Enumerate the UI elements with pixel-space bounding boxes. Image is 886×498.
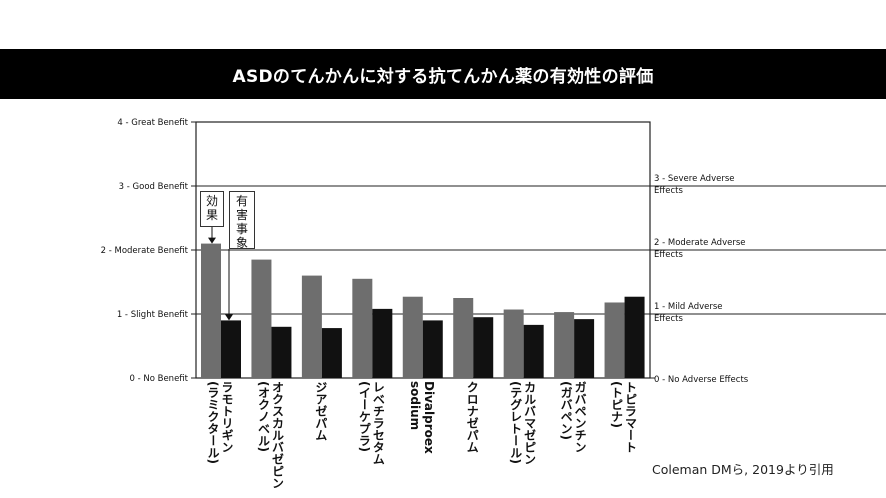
right-tick-label: 3 - Severe Adverse Effects — [654, 174, 734, 196]
efficacy-bar — [503, 309, 524, 378]
efficacy-bar — [402, 296, 423, 378]
efficacy-bar — [352, 278, 373, 378]
left-tick-label: 3 - Good Benefit — [119, 182, 189, 192]
efficacy-bar — [251, 259, 272, 378]
adverse-bar — [271, 326, 292, 378]
category-label: ガバペンチン (ガバペン) — [559, 381, 588, 453]
citation: Coleman DMら, 2019より引用 — [652, 462, 834, 477]
adverse-bar — [221, 320, 241, 378]
adverse-arrowhead — [225, 314, 233, 321]
adverse-callout: 有害事象 — [229, 191, 255, 250]
category-label: クロナゼパム — [465, 381, 480, 453]
category-label: ジアゼパム — [313, 381, 328, 441]
adverse-bar — [372, 308, 393, 378]
right-tick-label: 0 - No Adverse Effects — [654, 375, 749, 385]
efficacy-bar — [604, 302, 625, 378]
category-label: トピラマート (トピナ) — [609, 381, 638, 453]
adverse-bar — [523, 324, 544, 378]
efficacy-arrowhead — [208, 237, 216, 244]
adverse-bar — [473, 317, 494, 378]
left-tick-label: 1 - Slight Benefit — [117, 310, 189, 320]
category-label: カルバマゼピン (テグレトール) — [508, 381, 537, 465]
efficacy-bar — [453, 298, 474, 378]
page-title: ASDのてんかんに対する抗てんかん薬の有効性の評価 — [232, 66, 654, 87]
efficacy-bar — [301, 275, 322, 378]
left-tick-label: 0 - No Benefit — [129, 374, 188, 384]
efficacy-bar — [201, 243, 221, 378]
category-label: レベチラセタム (イーケプラ) — [357, 381, 386, 465]
adverse-bar — [574, 319, 595, 378]
left-tick-label: 2 - Moderate Benefit — [101, 246, 189, 256]
title-bar: ASDのてんかんに対する抗てんかん薬の有効性の評価 — [0, 49, 886, 99]
adverse-bar — [624, 296, 645, 378]
right-tick-label: 2 - Moderate Adverse Effects — [654, 238, 745, 260]
efficacy-bar — [554, 312, 575, 378]
adverse-bar — [321, 328, 342, 378]
category-label: Divalproex sodium — [407, 381, 436, 454]
category-label: オクスカルバゼピン (オクノベル) — [256, 381, 285, 489]
adverse-bar — [422, 320, 443, 378]
category-label: ラモトリギン (ラミクタール) — [206, 381, 234, 464]
left-tick-label: 4 - Great Benefit — [117, 118, 188, 128]
efficacy-callout: 効果 — [200, 191, 224, 227]
right-tick-label: 1 - Mild Adverse Effects — [654, 302, 723, 324]
